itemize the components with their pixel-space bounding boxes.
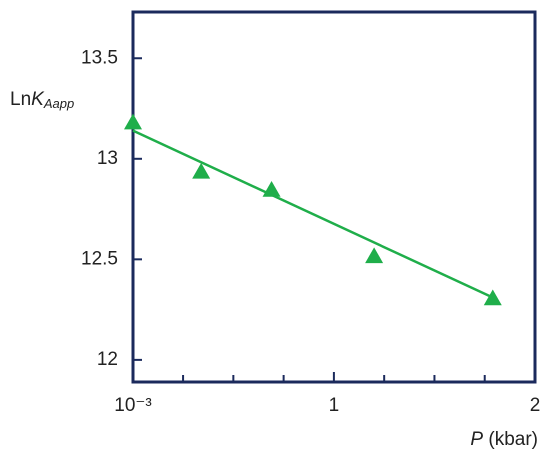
y-tick-label: 13 — [97, 148, 118, 169]
data-point — [262, 180, 281, 197]
y-label-part: Aapp — [43, 96, 74, 111]
data-point — [365, 247, 384, 264]
y-label-part: K — [31, 89, 45, 110]
x-tick-label: 10⁻³ — [114, 395, 152, 416]
data-point — [124, 113, 142, 130]
x-tick-label: 1 — [329, 395, 340, 416]
plot-frame — [131, 10, 537, 384]
x-label-part: (kbar) — [483, 429, 538, 450]
data-point — [192, 162, 211, 179]
y-label-part: Ln — [10, 89, 31, 110]
x-tick-label: 2 — [530, 395, 541, 416]
x-axis-label: P (kbar) — [470, 429, 538, 450]
x-label-part: P — [470, 429, 483, 450]
y-tick-label: 13.5 — [81, 47, 118, 68]
y-tick-label: 12.5 — [81, 248, 118, 269]
y-axis-label: LnKAapp — [10, 89, 74, 111]
y-tick-label: 12 — [97, 349, 118, 370]
fit-line — [132, 129, 494, 299]
data-point — [483, 289, 502, 306]
